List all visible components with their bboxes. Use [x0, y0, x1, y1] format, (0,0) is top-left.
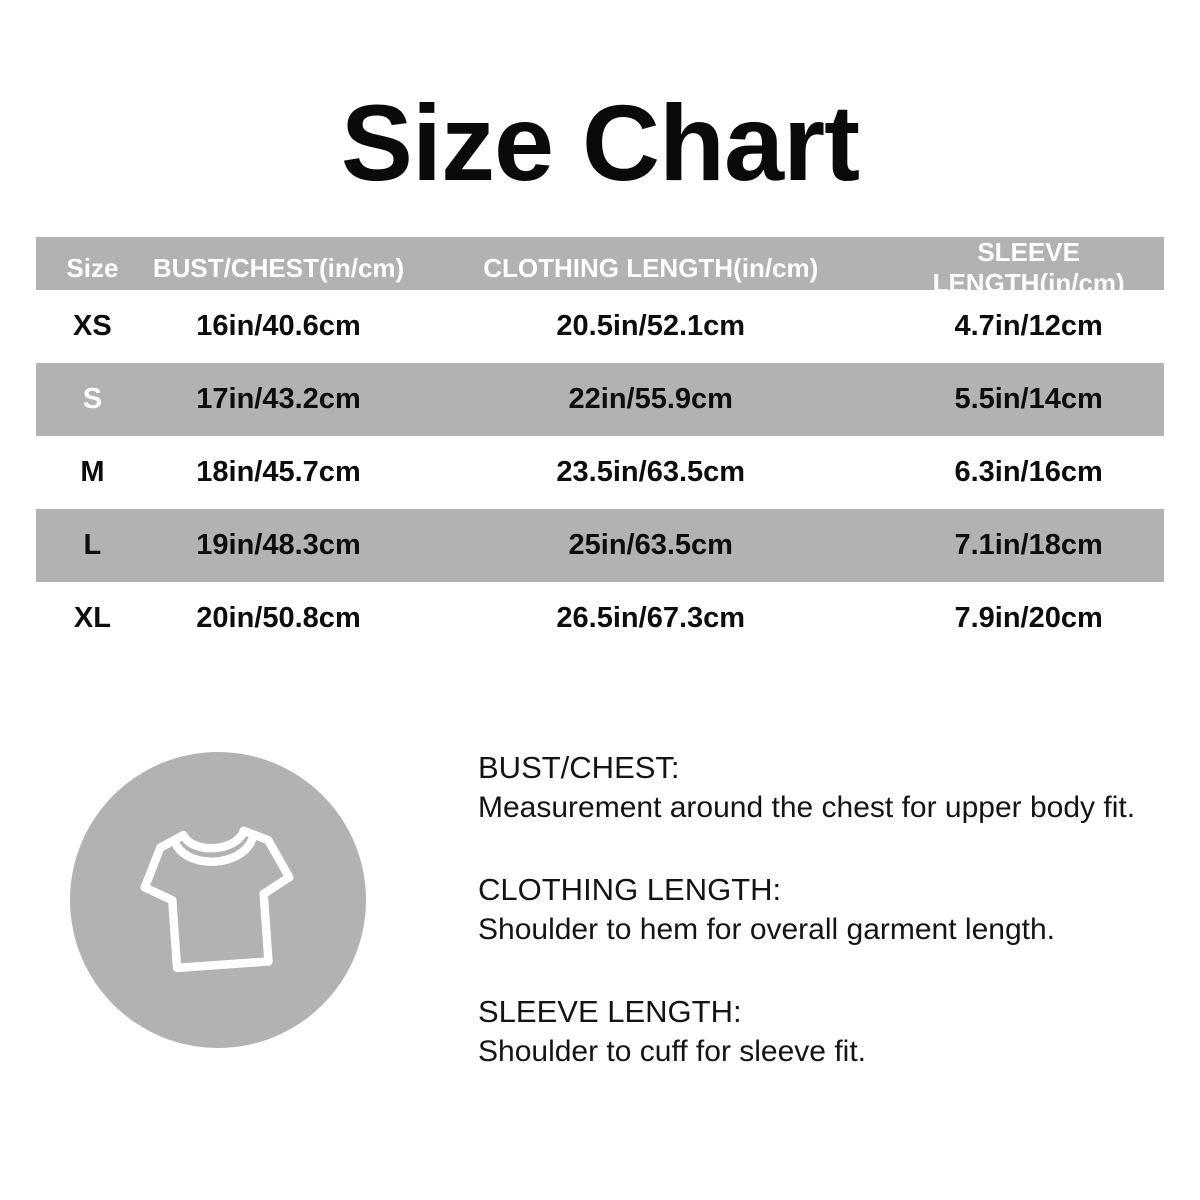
size-label: XS	[73, 310, 112, 342]
length-value: 25in/63.5cm	[568, 529, 733, 561]
header-sleeve-length: SLEEVE LENGTH(in/cm)	[932, 237, 1125, 298]
sleeve-value: 7.9in/20cm	[954, 602, 1103, 634]
measurement-definitions: BUST/CHEST: Measurement around the chest…	[478, 748, 1188, 1114]
table-row-s: S 17in/43.2cm 22in/55.9cm 5.5in/14cm	[36, 363, 1164, 436]
header-bust-chest: BUST/CHEST(in/cm)	[152, 252, 405, 283]
definition-term: SLEEVE LENGTH:	[478, 994, 742, 1029]
bust-value: 19in/48.3cm	[196, 529, 361, 561]
definition-term: CLOTHING LENGTH:	[478, 872, 782, 907]
length-value: 22in/55.9cm	[568, 383, 733, 415]
length-value: 20.5in/52.1cm	[556, 310, 746, 342]
length-value: 26.5in/67.3cm	[556, 602, 746, 634]
bust-value: 18in/45.7cm	[196, 456, 361, 488]
size-label: S	[82, 383, 103, 415]
sleeve-value: 6.3in/16cm	[954, 456, 1103, 488]
sleeve-value: 4.7in/12cm	[954, 310, 1103, 342]
table-row-m: M 18in/45.7cm 23.5in/63.5cm 6.3in/16cm	[36, 436, 1164, 509]
header-clothing-length: CLOTHING LENGTH(in/cm)	[483, 252, 819, 283]
bust-value: 16in/40.6cm	[196, 310, 361, 342]
bust-value: 20in/50.8cm	[196, 602, 361, 634]
definition-bust-chest: BUST/CHEST: Measurement around the chest…	[478, 748, 1188, 828]
definition-clothing-length: CLOTHING LENGTH: Shoulder to hem for ove…	[478, 870, 1188, 950]
header-size: Size	[66, 252, 119, 283]
sleeve-value: 5.5in/14cm	[954, 383, 1103, 415]
table-row-l: L 19in/48.3cm 25in/63.5cm 7.1in/18cm	[36, 509, 1164, 582]
table-row-xs: XS 16in/40.6cm 20.5in/52.1cm 4.7in/12cm	[36, 290, 1164, 363]
sleeve-value: 7.1in/18cm	[954, 529, 1103, 561]
length-value: 23.5in/63.5cm	[556, 456, 746, 488]
definition-desc: Shoulder to hem for overall garment leng…	[478, 913, 1055, 946]
definition-desc: Measurement around the chest for upper b…	[478, 791, 1136, 824]
size-label: XL	[73, 602, 111, 634]
size-label: M	[80, 456, 105, 488]
definition-desc: Shoulder to cuff for sleeve fit.	[478, 1035, 866, 1068]
size-table-header-row: Size BUST/CHEST(in/cm) CLOTHING LENGTH(i…	[36, 237, 1164, 298]
size-table: Size BUST/CHEST(in/cm) CLOTHING LENGTH(i…	[36, 237, 1164, 655]
page-title: Size Chart	[340, 82, 860, 203]
bust-value: 17in/43.2cm	[196, 383, 361, 415]
definition-term: BUST/CHEST:	[478, 750, 680, 785]
size-label: L	[83, 529, 102, 561]
definition-sleeve-length: SLEEVE LENGTH: Shoulder to cuff for slee…	[478, 992, 1188, 1072]
tshirt-icon	[70, 752, 366, 1048]
table-row-xl: XL 20in/50.8cm 26.5in/67.3cm 7.9in/20cm	[36, 582, 1164, 655]
